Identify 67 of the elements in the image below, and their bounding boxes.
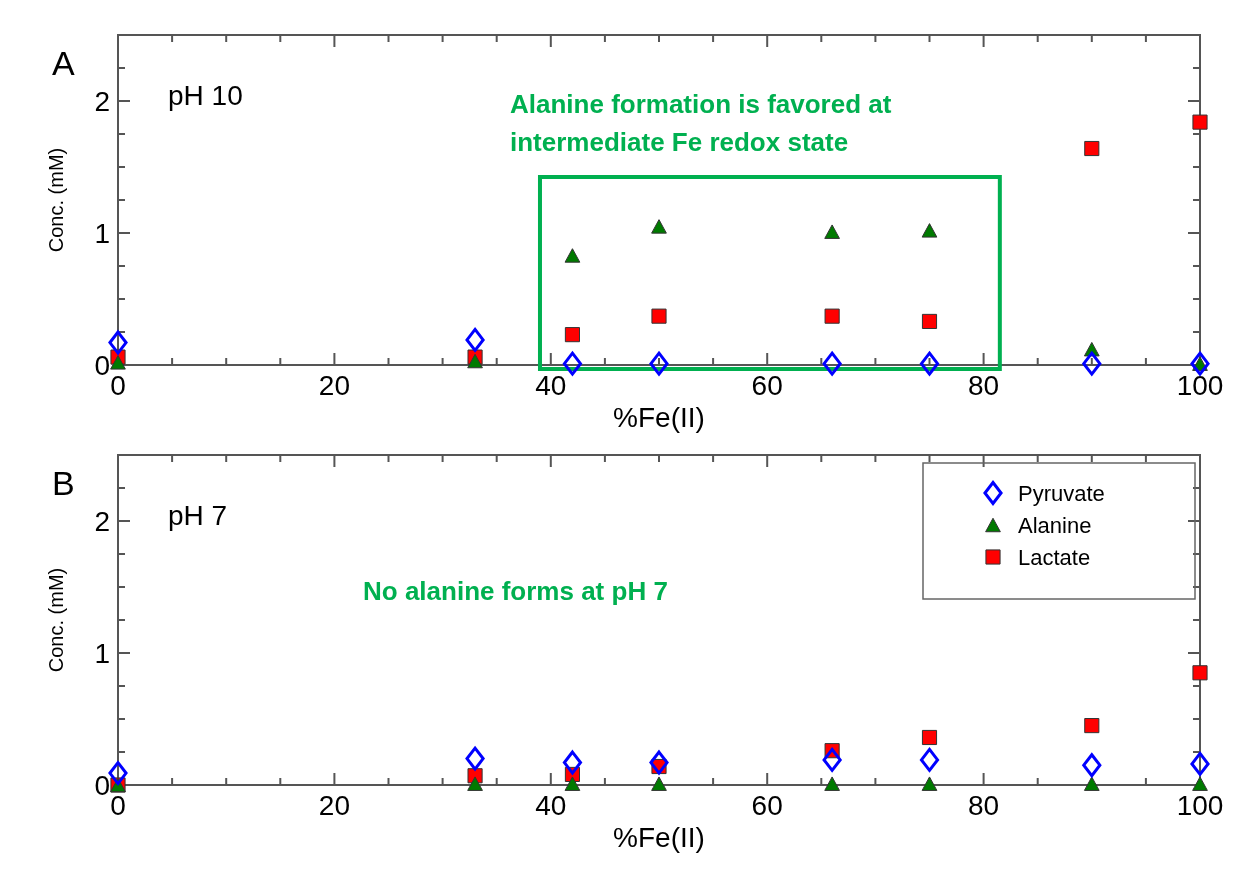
- point: [1083, 776, 1100, 791]
- point: [1190, 351, 1210, 376]
- y-tick-label: 0: [94, 770, 110, 801]
- point: [921, 729, 938, 746]
- point: [467, 353, 483, 369]
- point: [822, 747, 842, 772]
- x-axis-title: %Fe(II): [613, 822, 705, 853]
- point: [562, 750, 582, 775]
- x-tick-label: 60: [751, 790, 783, 821]
- point: [649, 351, 669, 376]
- x-tick-label: 20: [318, 370, 350, 401]
- y-tick-label: 2: [94, 506, 110, 537]
- text: pH 7: [168, 500, 228, 531]
- legend-label: Lactate: [1018, 545, 1091, 570]
- point: [824, 224, 840, 239]
- x-tick-label: 100: [1176, 370, 1224, 401]
- point: [1082, 351, 1102, 376]
- point: [651, 219, 667, 234]
- point: [564, 776, 581, 791]
- x-tick-label: 60: [751, 370, 783, 401]
- y-tick-label: 0: [94, 350, 110, 381]
- y-axis-title: Conc. (mM): [45, 147, 67, 253]
- point: [822, 351, 842, 376]
- point: [921, 776, 938, 791]
- y-tick-label: 1: [94, 638, 110, 669]
- point: [1190, 751, 1210, 776]
- y-tick-label: 2: [94, 86, 110, 117]
- point: [108, 330, 128, 355]
- point: [1084, 140, 1100, 157]
- x-tick-label: 80: [968, 790, 1000, 821]
- point: [651, 776, 667, 791]
- point: [921, 313, 938, 330]
- x-tick-label: 40: [535, 370, 567, 401]
- point: [921, 223, 938, 238]
- point: [651, 308, 667, 324]
- point: [108, 761, 128, 786]
- point: [1192, 665, 1208, 681]
- point: [649, 750, 669, 775]
- point: [824, 776, 840, 791]
- annotation: Alanine formation is favored at intermediate Fe redox state: [510, 89, 892, 157]
- x-tick-label: 100: [1176, 790, 1224, 821]
- y-axis-title: Conc. (mM): [45, 567, 67, 673]
- point: [1084, 718, 1100, 734]
- point: [564, 327, 581, 343]
- x-axis-title: %Fe(II): [613, 402, 705, 433]
- point: [465, 327, 485, 352]
- x-tick-label: 40: [535, 790, 567, 821]
- chart-title: A: [52, 44, 75, 82]
- y-tick-label: 1: [94, 218, 110, 249]
- point: [562, 351, 582, 376]
- x-tick-label: 80: [968, 370, 1000, 401]
- x-tick-label: 20: [318, 790, 350, 821]
- point: [564, 248, 581, 263]
- point: [919, 747, 940, 772]
- point: [110, 355, 126, 370]
- point: [1082, 753, 1102, 778]
- text: pH 10: [168, 80, 243, 111]
- point: [1192, 114, 1208, 130]
- chart-title: B: [52, 464, 75, 502]
- point: [919, 351, 940, 376]
- point: [465, 746, 485, 771]
- legend-label: Alanine: [1018, 513, 1092, 538]
- point: [467, 776, 483, 791]
- legend-label: Pyruvate: [1018, 481, 1105, 506]
- point: [824, 308, 840, 324]
- annotation: No alanine forms at pH 7: [363, 576, 668, 606]
- point: [1192, 776, 1208, 791]
